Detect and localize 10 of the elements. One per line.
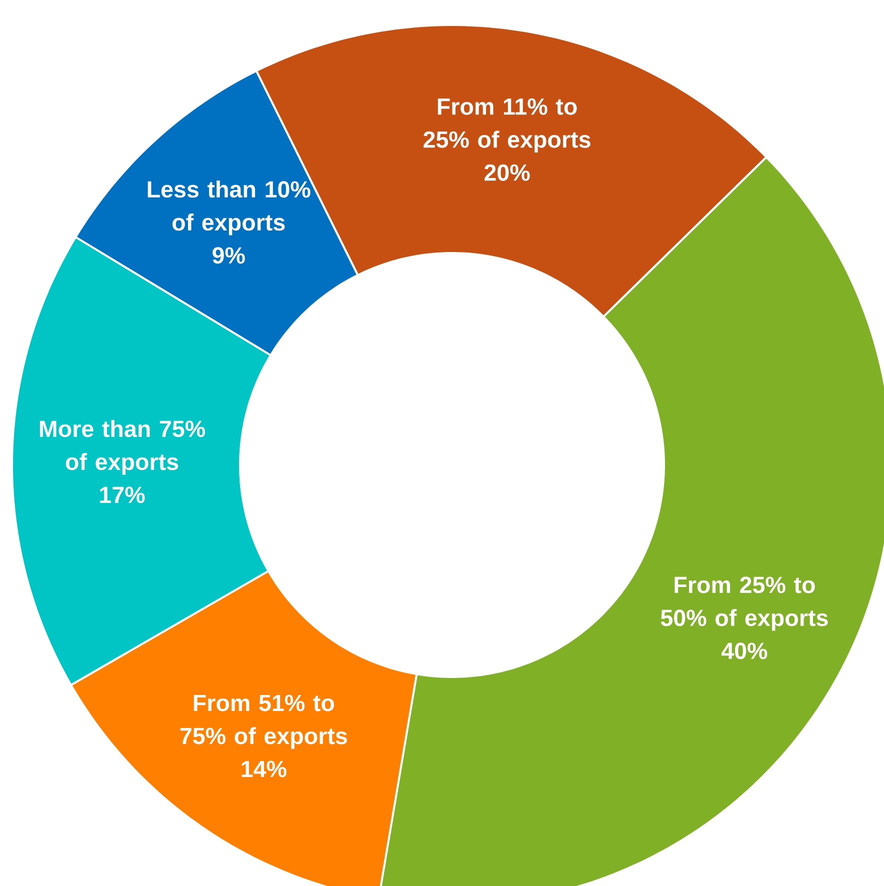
data-label: 9% (212, 247, 245, 264)
slice-label: From 25% to 50% of exports (660, 576, 828, 631)
slice-label: Less than 10% of exports (148, 180, 310, 236)
data-label: 14% (242, 760, 286, 778)
slice-label: More than 75% of exports (40, 420, 206, 475)
data-label: 40% (721, 642, 768, 660)
slice-label: From 51% to 75% of exports (180, 694, 347, 749)
data-label: 20% (484, 164, 530, 181)
data-label: 17% (100, 486, 145, 504)
slice-label: From 11% to 25% of exports (424, 98, 590, 152)
